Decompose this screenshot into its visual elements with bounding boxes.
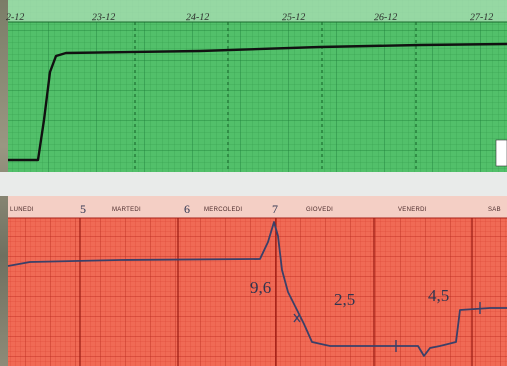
lower-trace-line <box>7 221 507 357</box>
date-label-2: 23-12 <box>91 11 116 24</box>
chart-separator <box>0 172 507 196</box>
annotation-4-5: 4,5 <box>428 286 450 305</box>
day-number-7: 7 <box>272 202 278 216</box>
date-label-3: 24-12 <box>185 11 210 24</box>
day-label-tuesday: MARTEDI <box>112 207 141 213</box>
annotation-9-6: 9,6 <box>250 278 272 297</box>
date-label-1: 2-12 <box>5 11 25 24</box>
annotation-2-5: 2,5 <box>334 290 356 309</box>
upper-trace-line <box>8 42 507 162</box>
date-label-4: 25-12 <box>281 11 306 24</box>
date-label-6: 27-12 <box>469 11 494 24</box>
date-label-5: 26-12 <box>373 11 398 24</box>
upper-green-chart <box>8 0 507 172</box>
day-number-6: 6 <box>184 202 190 216</box>
day-number-5: 5 <box>80 202 86 216</box>
day-label-monday: LUNEDI <box>10 207 34 213</box>
lower-red-chart <box>7 196 507 366</box>
day-label-thursday: GIOVEDI <box>306 207 334 213</box>
day-label-wednesday: MERCOLEDI <box>204 207 243 213</box>
day-label-saturday: SAB <box>488 207 501 213</box>
day-label-friday: VENERDI <box>398 207 427 213</box>
